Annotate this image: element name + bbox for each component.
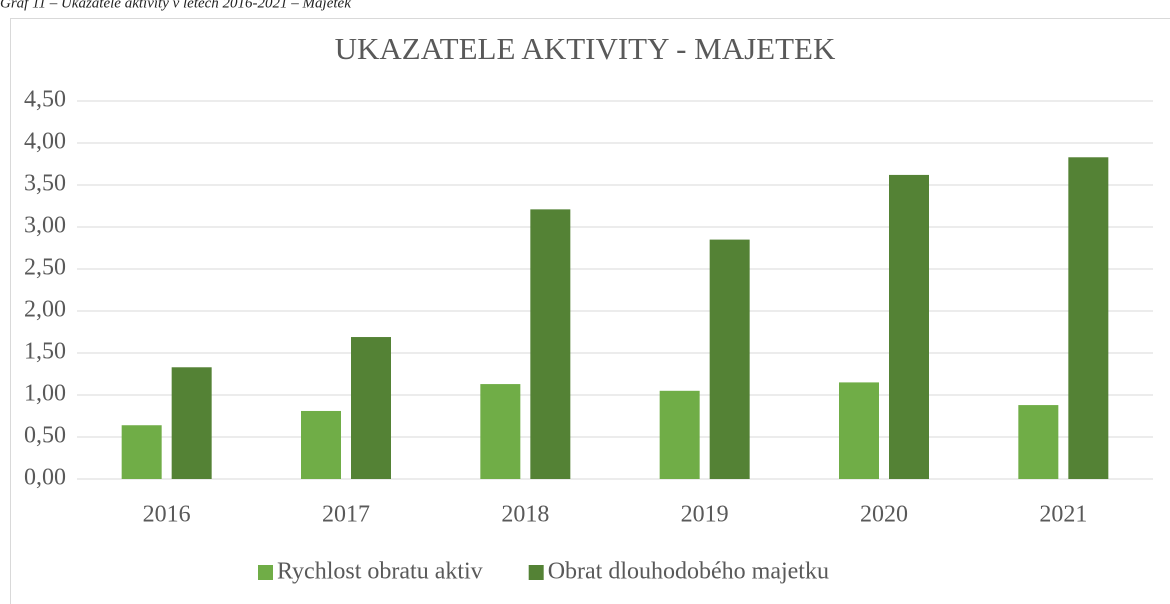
bar — [530, 209, 571, 480]
y-tick-label: 1,50 — [24, 339, 66, 365]
bar — [121, 425, 162, 479]
bar — [351, 337, 391, 479]
legend-swatch — [528, 565, 544, 580]
x-tick-label: 2016 — [143, 502, 191, 528]
caption: Graf 11 – Ukazatele aktivity v letech 20… — [0, 0, 351, 11]
y-tick-label: 4,50 — [24, 87, 66, 113]
bar — [709, 239, 750, 479]
bar — [171, 367, 212, 479]
y-tick-label: 0,00 — [24, 465, 66, 491]
chart-title: UKAZATELE AKTIVITY - MAJETEK — [335, 31, 836, 66]
y-tick-label: 3,50 — [24, 171, 66, 197]
legend-label: Rychlost obratu aktiv — [277, 559, 483, 585]
legend-label: Obrat dlouhodobého majetku — [548, 559, 829, 585]
y-tick-label: 0,50 — [24, 423, 66, 449]
legend-swatch — [258, 565, 273, 580]
bar — [1068, 157, 1109, 479]
x-tick-label: 2017 — [322, 502, 370, 528]
bar — [659, 390, 700, 479]
y-tick-label: 2,00 — [24, 297, 66, 323]
bar — [480, 384, 521, 479]
y-tick-label: 4,00 — [24, 129, 66, 155]
x-tick-label: 2020 — [860, 502, 908, 528]
y-tick-label: 2,50 — [24, 255, 66, 281]
bar — [889, 174, 929, 480]
x-tick-label: 2021 — [1039, 502, 1087, 528]
x-tick-label: 2018 — [501, 502, 549, 528]
bar — [1018, 405, 1059, 479]
x-tick-label: 2019 — [681, 502, 729, 528]
bar — [301, 410, 341, 479]
bar — [839, 382, 879, 479]
y-tick-label: 3,00 — [24, 213, 66, 239]
y-tick-label: 1,00 — [24, 381, 66, 407]
